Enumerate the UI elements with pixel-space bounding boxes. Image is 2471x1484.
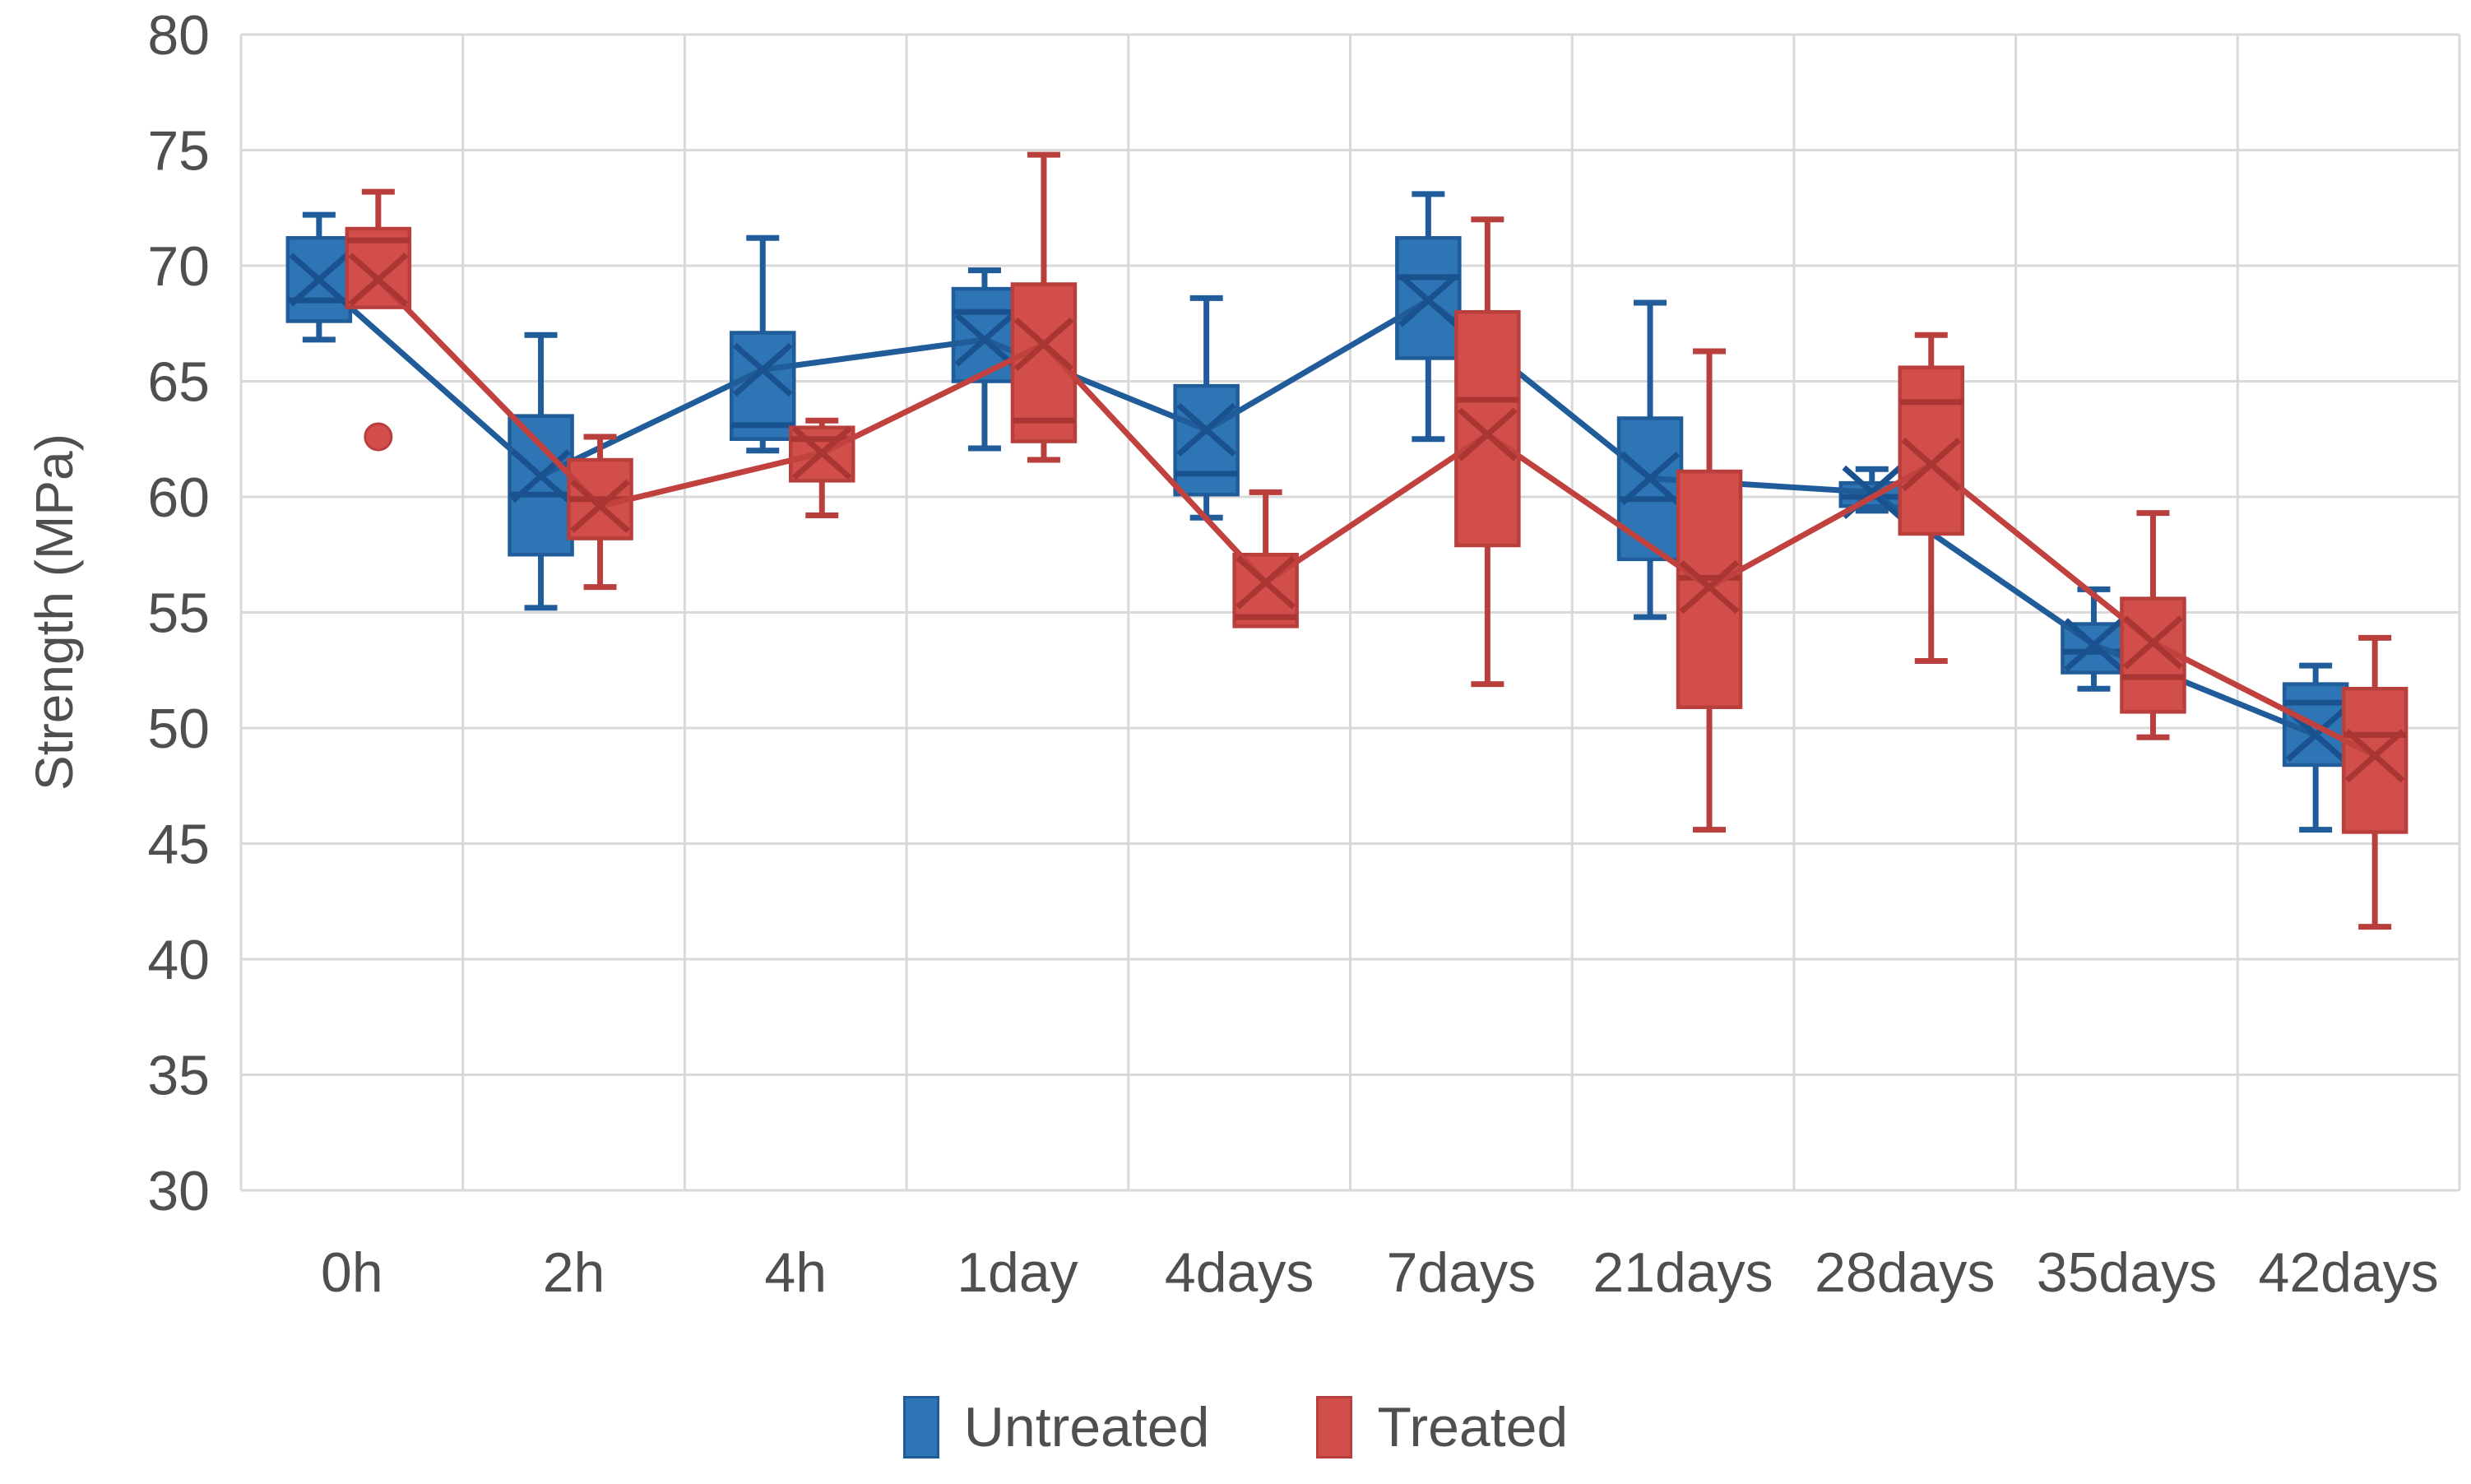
legend: Untreated Treated (0, 1395, 2471, 1459)
untreated-mean-line (317, 277, 2317, 738)
y-tick-label: 60 (147, 466, 210, 529)
untreated-box (1616, 416, 1684, 562)
treated-outlier-point (364, 422, 393, 452)
y-tick-label: 35 (147, 1045, 210, 1107)
treated-mean-x-marker (2344, 729, 2405, 783)
treated-mean-x-marker (570, 479, 630, 533)
treated-mean-x-marker (1458, 407, 1518, 461)
y-tick-label: 40 (147, 929, 210, 991)
legend-swatch-treated (1316, 1396, 1353, 1458)
x-tick-label: 2h (543, 1241, 605, 1304)
legend-swatch-untreated (902, 1396, 939, 1458)
treated-mean-x-marker (1236, 555, 1296, 610)
legend-label: Treated (1377, 1396, 1569, 1458)
x-tick-label: 35days (2037, 1241, 2217, 1304)
treated-box (1454, 309, 1521, 548)
y-tick-label: 70 (147, 235, 210, 298)
untreated-mean-x-marker (954, 313, 1015, 367)
untreated-mean-x-marker (1620, 451, 1681, 506)
untreated-mean-x-marker (289, 253, 350, 307)
treated-mean-x-marker (791, 425, 852, 480)
treated-mean-x-marker (1901, 438, 1962, 492)
y-tick-label: 50 (147, 698, 210, 760)
untreated-box (951, 286, 1018, 383)
x-tick-label: 21days (1592, 1241, 1773, 1304)
untreated-box (1173, 383, 1240, 497)
treated-mean-x-marker (1679, 559, 1740, 614)
x-tick-label: 42days (2259, 1241, 2439, 1304)
x-tick-label: 4days (1165, 1241, 1314, 1304)
y-axis-title: Strength (MPa) (25, 434, 84, 791)
y-tick-label: 30 (147, 1160, 210, 1222)
legend-label: Untreated (963, 1396, 1210, 1458)
y-tick-label: 55 (147, 582, 210, 645)
legend-item-untreated: Untreated (902, 1395, 1210, 1459)
untreated-box (508, 414, 574, 557)
untreated-mean-x-marker (1176, 402, 1236, 457)
x-tick-label: 1day (957, 1241, 1078, 1304)
y-tick-label: 80 (147, 4, 210, 67)
x-tick-label: 28days (1815, 1241, 1995, 1304)
x-tick-label: 7days (1387, 1241, 1536, 1304)
treated-mean-x-marker (1013, 317, 1074, 372)
untreated-mean-x-marker (2285, 707, 2346, 763)
treated-mean-x-marker (348, 253, 409, 307)
y-tick-label: 75 (147, 120, 210, 183)
treated-box (2341, 686, 2408, 834)
untreated-mean-x-marker (511, 449, 571, 503)
y-tick-label: 65 (147, 351, 210, 414)
treated-box (1898, 365, 1964, 536)
untreated-mean-x-marker (2064, 618, 2124, 672)
x-tick-label: 0h (321, 1241, 383, 1304)
legend-item-treated: Treated (1316, 1395, 1568, 1459)
x-tick-label: 4h (764, 1241, 827, 1304)
untreated-mean-x-marker (1398, 273, 1458, 327)
untreated-mean-x-marker (732, 342, 793, 397)
treated-mean-x-marker (2123, 615, 2183, 670)
y-tick-label: 45 (147, 814, 210, 876)
treated-mean-line (376, 277, 2376, 758)
